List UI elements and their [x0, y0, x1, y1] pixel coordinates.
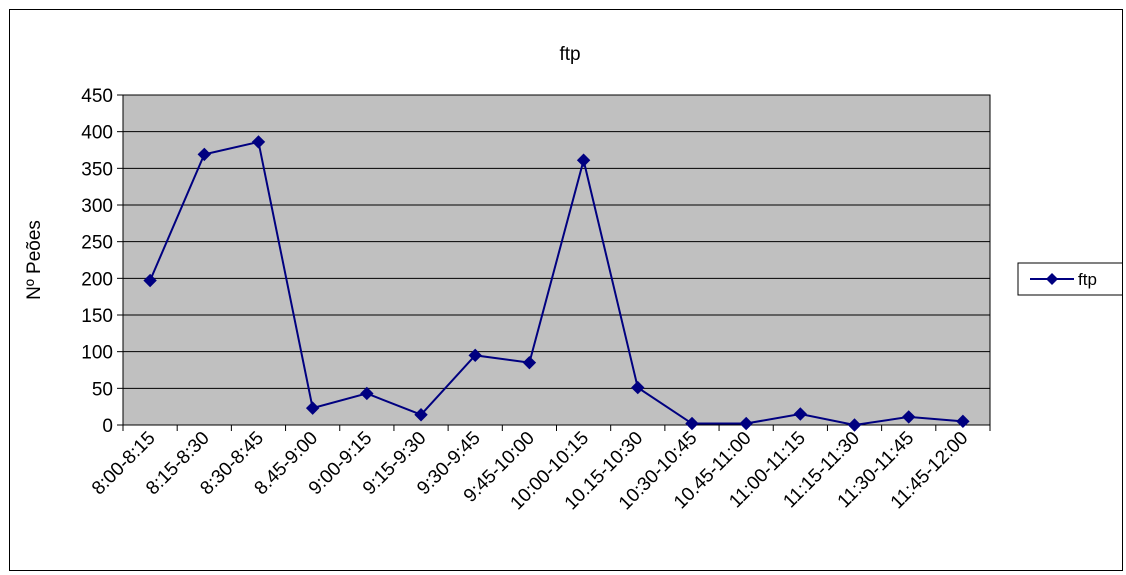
y-tick-label: 0	[102, 416, 113, 437]
data-point	[631, 380, 645, 395]
y-tick-label: 200	[81, 269, 113, 290]
y-tick-label: 350	[81, 159, 113, 180]
y-tick-labels: 0 50 100 150 200 250 300 350 400 450	[81, 86, 113, 437]
data-point	[739, 416, 753, 431]
y-tick-label: 300	[81, 196, 113, 217]
data-point	[685, 416, 699, 431]
axes	[117, 94, 991, 431]
y-tick-label: 50	[92, 379, 113, 400]
data-point	[576, 153, 591, 167]
y-tick-label: 150	[81, 306, 113, 327]
x-tick-labels: 8:00-8:158:15-8:308:30-8:458.45-9:009:00…	[88, 428, 972, 515]
y-tick-label: 400	[81, 123, 113, 144]
data-point	[847, 418, 862, 432]
y-tick-label: 450	[81, 86, 113, 107]
data-point	[793, 407, 808, 421]
chart-area: ftp 0 50 100 150 200 250 300 350 400 450 8:00-8:1…	[9, 9, 1125, 571]
data-point	[522, 355, 537, 370]
legend-marker-swatch	[1046, 273, 1058, 285]
data-point	[902, 410, 916, 424]
legend: ftp	[1017, 262, 1125, 296]
series-line	[149, 140, 963, 427]
data-point	[197, 147, 211, 162]
gridlines	[123, 94, 990, 389]
data-point	[414, 408, 428, 422]
data-point	[251, 135, 266, 149]
data-point	[305, 401, 320, 415]
chart-title: ftp	[559, 44, 580, 65]
y-tick-label: 250	[81, 233, 113, 254]
series-ftp	[143, 135, 970, 432]
data-point	[468, 348, 482, 363]
legend-label: ftp	[1078, 270, 1097, 289]
y-axis-title: Nº Peões	[24, 220, 45, 300]
data-point	[956, 414, 970, 429]
data-point	[143, 273, 157, 288]
line-chart: ftp 0 50 100 150 200 250 300 350 400 450 8:00-8:1…	[24, 44, 1125, 515]
data-point	[360, 386, 374, 401]
y-tick-label: 100	[81, 343, 113, 364]
